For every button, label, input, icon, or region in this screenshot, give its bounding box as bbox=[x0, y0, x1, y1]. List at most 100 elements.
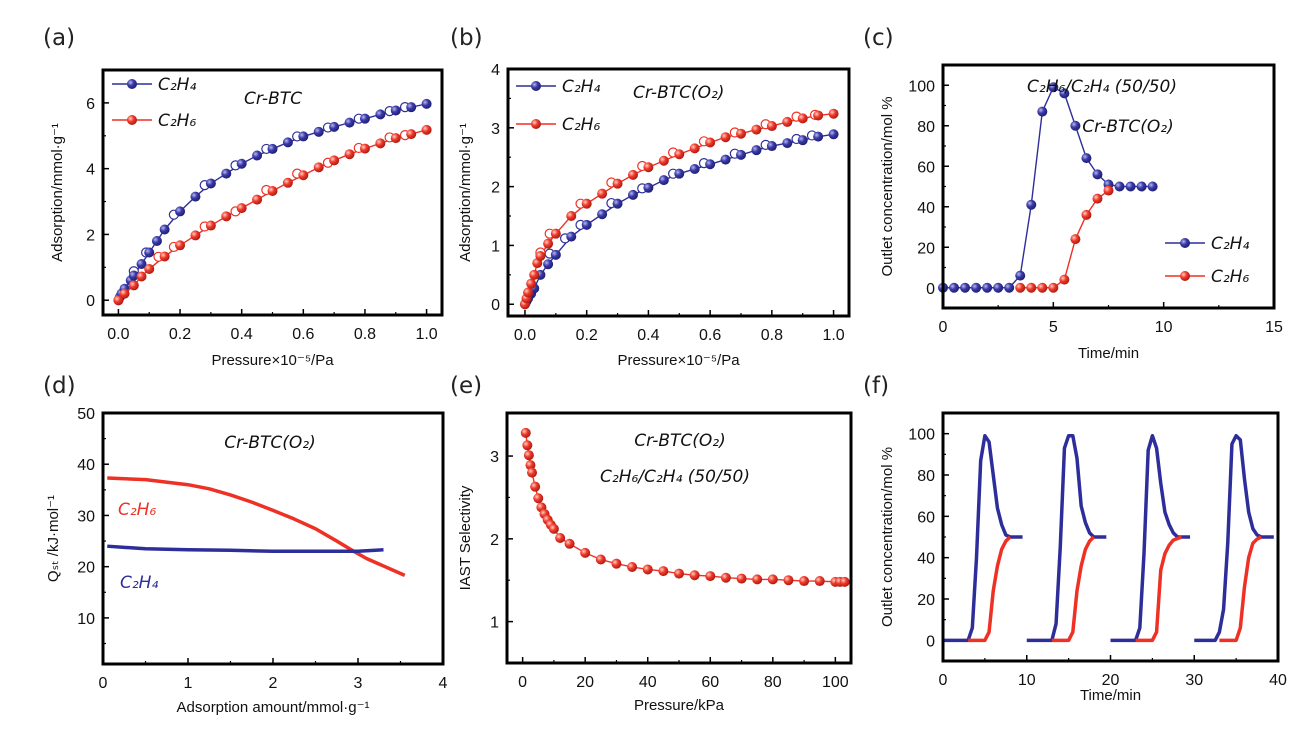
x-tick-label: 0.0 bbox=[514, 327, 536, 344]
data-point bbox=[205, 220, 216, 231]
data-point bbox=[359, 113, 370, 124]
x-tick-label: 40 bbox=[1269, 672, 1287, 689]
chart-annotation: Cr-BTC(O₂) bbox=[1082, 117, 1173, 137]
series-line bbox=[117, 103, 427, 301]
data-point bbox=[735, 128, 746, 139]
data-point bbox=[344, 117, 355, 128]
x-tick-label: 0.2 bbox=[169, 326, 191, 343]
data-point bbox=[735, 149, 746, 160]
data-point bbox=[375, 138, 386, 149]
y-tick-label: 80 bbox=[917, 119, 935, 136]
data-point bbox=[159, 251, 170, 262]
y-tick-label: 0 bbox=[926, 633, 935, 650]
data-point bbox=[782, 116, 793, 127]
data-point bbox=[674, 568, 684, 579]
data-point bbox=[581, 219, 592, 230]
y-tick-label: 3 bbox=[490, 449, 499, 466]
data-point bbox=[1015, 282, 1026, 293]
data-point bbox=[1026, 282, 1037, 293]
x-axis-label: Time/min bbox=[1080, 687, 1141, 704]
data-point bbox=[643, 162, 654, 173]
data-point bbox=[236, 203, 247, 214]
data-point bbox=[797, 135, 808, 146]
panel-label: (d) bbox=[43, 373, 76, 399]
data-point bbox=[221, 168, 232, 179]
data-point bbox=[1015, 270, 1026, 281]
data-point bbox=[523, 450, 534, 461]
data-point bbox=[828, 129, 839, 140]
data-point bbox=[689, 570, 700, 581]
x-tick-label: 4 bbox=[439, 675, 448, 692]
data-point bbox=[612, 198, 623, 209]
legend-label: C₂H₆ bbox=[1211, 267, 1249, 287]
data-point bbox=[1026, 199, 1037, 210]
y-axis-label: Adsorption/mmol·g⁻¹ bbox=[457, 123, 474, 262]
data-point bbox=[390, 133, 401, 144]
data-point bbox=[658, 566, 669, 577]
data-point bbox=[839, 576, 850, 587]
legend-label: C₂H₄ bbox=[158, 75, 196, 95]
data-point bbox=[523, 287, 534, 298]
panel-d: (d) 0 1 2 3 4 10 20 30 40 50 Adsorption amount/mmol… bbox=[43, 373, 448, 716]
data-point bbox=[813, 110, 824, 121]
series-CH bbox=[968, 535, 1263, 643]
data-point bbox=[1081, 209, 1092, 220]
data-point bbox=[566, 231, 577, 242]
data-point bbox=[658, 175, 669, 186]
series-CH bbox=[938, 82, 1158, 293]
series-line bbox=[943, 433, 1023, 643]
x-axis-label: Pressure×10⁻⁵/Pa bbox=[211, 352, 334, 369]
data-point bbox=[982, 282, 993, 293]
y-tick-label: 20 bbox=[917, 592, 935, 609]
series-label: C₂H₄ bbox=[120, 573, 158, 593]
y-tick-label: 3 bbox=[491, 121, 500, 138]
data-point bbox=[252, 150, 263, 161]
legend-label: C₂H₄ bbox=[562, 77, 600, 97]
data-point bbox=[329, 121, 340, 132]
y-tick-label: 30 bbox=[77, 508, 95, 525]
data-point bbox=[797, 113, 808, 124]
data-point bbox=[993, 282, 1004, 293]
legend-marker bbox=[1180, 271, 1190, 281]
plot-frame bbox=[101, 68, 444, 317]
y-tick-label: 1 bbox=[491, 238, 500, 255]
chart-annotation: Cr-BTC bbox=[244, 89, 302, 109]
data-point bbox=[1059, 88, 1070, 99]
data-point bbox=[674, 168, 685, 179]
panel-label: (b) bbox=[450, 25, 483, 51]
series-line bbox=[117, 129, 427, 301]
data-point bbox=[529, 269, 540, 280]
y-axis-label: Outlet concentration/mol % bbox=[879, 96, 896, 276]
data-point bbox=[960, 282, 971, 293]
data-point bbox=[252, 194, 263, 205]
data-point bbox=[674, 149, 685, 160]
x-tick-label: 0 bbox=[939, 319, 948, 336]
series-line bbox=[1051, 535, 1095, 643]
data-point bbox=[1037, 282, 1048, 293]
data-point bbox=[530, 481, 541, 492]
series-line bbox=[525, 432, 845, 583]
data-point bbox=[136, 259, 147, 270]
data-point bbox=[949, 282, 960, 293]
data-point bbox=[752, 574, 763, 585]
y-tick-label: 100 bbox=[908, 78, 935, 95]
y-tick-label: 2 bbox=[86, 227, 95, 244]
y-tick-label: 6 bbox=[86, 96, 95, 113]
x-tick-label: 0.6 bbox=[292, 326, 314, 343]
data-point bbox=[128, 280, 139, 291]
series-line bbox=[1194, 433, 1274, 643]
data-point bbox=[375, 109, 386, 120]
data-point bbox=[520, 427, 531, 438]
series-line bbox=[107, 476, 406, 577]
x-tick-label: 0.8 bbox=[354, 326, 376, 343]
data-point bbox=[720, 132, 731, 143]
x-tick-label: 2 bbox=[269, 675, 278, 692]
y-tick-label: 60 bbox=[917, 509, 935, 526]
data-point bbox=[550, 249, 561, 260]
data-point bbox=[550, 228, 561, 239]
data-point bbox=[282, 177, 293, 188]
plot-frame bbox=[506, 67, 851, 318]
legend-marker bbox=[127, 115, 137, 125]
y-tick-label: 50 bbox=[77, 406, 95, 423]
data-point bbox=[643, 182, 654, 193]
